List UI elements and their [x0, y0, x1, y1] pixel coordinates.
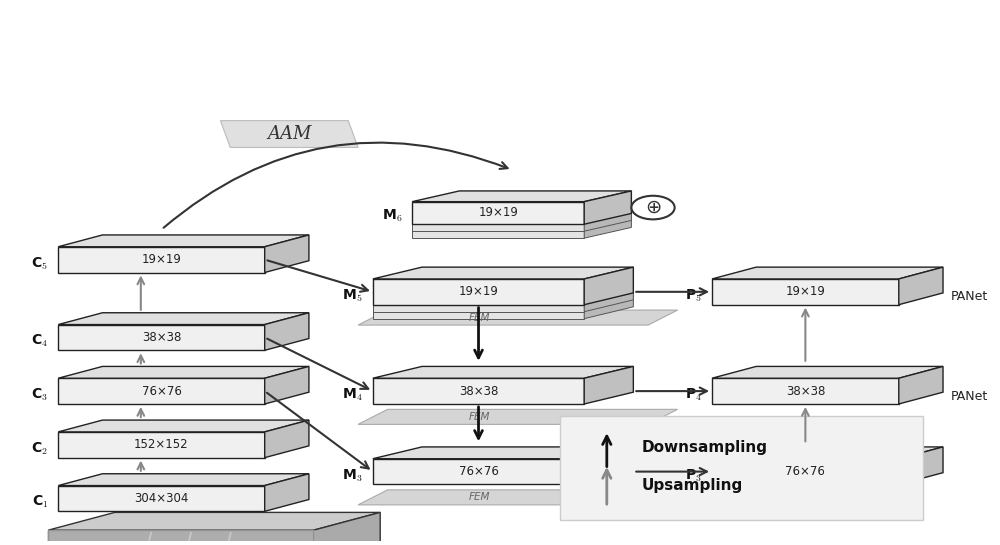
Polygon shape: [584, 281, 633, 319]
Polygon shape: [584, 205, 631, 238]
FancyBboxPatch shape: [560, 416, 923, 520]
Polygon shape: [58, 325, 265, 350]
Polygon shape: [712, 447, 943, 459]
Text: FEM: FEM: [469, 313, 491, 323]
Text: C$_3$: C$_3$: [31, 387, 48, 403]
Text: 19×19: 19×19: [785, 286, 825, 298]
Polygon shape: [373, 447, 633, 459]
Polygon shape: [58, 432, 265, 458]
Polygon shape: [265, 235, 309, 272]
Text: 304×304: 304×304: [134, 492, 189, 505]
Text: AAM: AAM: [267, 125, 311, 143]
Text: FEM: FEM: [469, 492, 491, 502]
Polygon shape: [412, 191, 631, 202]
Polygon shape: [712, 366, 943, 378]
Polygon shape: [58, 486, 265, 511]
Text: C$_2$: C$_2$: [31, 440, 48, 457]
Text: M$_3$: M$_3$: [342, 467, 363, 483]
Polygon shape: [373, 274, 633, 286]
Polygon shape: [58, 474, 309, 486]
Text: M$_4$: M$_4$: [342, 387, 363, 403]
Text: 19×19: 19×19: [459, 286, 498, 298]
Polygon shape: [584, 267, 633, 305]
Text: ⊕: ⊕: [645, 198, 661, 217]
Polygon shape: [584, 366, 633, 404]
Polygon shape: [58, 247, 265, 272]
Polygon shape: [712, 267, 943, 279]
Polygon shape: [58, 313, 309, 325]
Text: 19×19: 19×19: [142, 253, 181, 266]
Polygon shape: [58, 235, 309, 247]
Polygon shape: [358, 310, 678, 325]
Circle shape: [631, 196, 675, 220]
Polygon shape: [373, 267, 633, 279]
Text: M$_6$: M$_6$: [382, 208, 402, 225]
Polygon shape: [48, 530, 314, 545]
Text: C$_4$: C$_4$: [31, 333, 48, 349]
Text: 38×38: 38×38: [786, 385, 825, 398]
Polygon shape: [412, 205, 631, 216]
Polygon shape: [373, 286, 584, 312]
Polygon shape: [584, 447, 633, 485]
Polygon shape: [373, 279, 584, 305]
Text: 76×76: 76×76: [142, 385, 181, 398]
Polygon shape: [373, 281, 633, 293]
Text: 152×152: 152×152: [134, 438, 189, 451]
Polygon shape: [220, 120, 358, 148]
Text: Upsampling: Upsampling: [641, 478, 742, 493]
Text: P$_5$: P$_5$: [685, 288, 702, 304]
Polygon shape: [265, 420, 309, 458]
Polygon shape: [899, 366, 943, 404]
Text: P$_3$: P$_3$: [685, 467, 702, 483]
Polygon shape: [373, 378, 584, 404]
Text: 19×19: 19×19: [478, 207, 518, 220]
Polygon shape: [358, 490, 678, 505]
Polygon shape: [584, 274, 633, 312]
Polygon shape: [899, 447, 943, 485]
Polygon shape: [265, 313, 309, 350]
Polygon shape: [358, 409, 678, 425]
Polygon shape: [712, 279, 899, 305]
Polygon shape: [412, 209, 584, 231]
Text: 76×76: 76×76: [785, 465, 825, 478]
Text: PANet: PANet: [951, 390, 988, 403]
Polygon shape: [584, 191, 631, 224]
Polygon shape: [412, 198, 631, 209]
Polygon shape: [265, 366, 309, 404]
Text: 76×76: 76×76: [459, 465, 498, 478]
Polygon shape: [58, 378, 265, 404]
Polygon shape: [412, 202, 584, 224]
Polygon shape: [373, 459, 584, 485]
Text: FEM: FEM: [469, 412, 491, 422]
Polygon shape: [373, 293, 584, 319]
Polygon shape: [314, 512, 380, 545]
Polygon shape: [412, 216, 584, 238]
Text: P$_4$: P$_4$: [685, 387, 702, 403]
Polygon shape: [899, 267, 943, 305]
Text: C$_5$: C$_5$: [31, 255, 48, 271]
Polygon shape: [584, 198, 631, 231]
Polygon shape: [58, 366, 309, 378]
Polygon shape: [48, 512, 380, 530]
Text: M$_5$: M$_5$: [342, 288, 363, 304]
Text: 38×38: 38×38: [459, 385, 498, 398]
Polygon shape: [712, 378, 899, 404]
Text: PANet: PANet: [951, 290, 988, 304]
Text: 38×38: 38×38: [142, 331, 181, 344]
Text: Downsampling: Downsampling: [641, 440, 767, 456]
Polygon shape: [265, 474, 309, 511]
Polygon shape: [58, 420, 309, 432]
Polygon shape: [373, 366, 633, 378]
Polygon shape: [712, 459, 899, 485]
Text: C$_1$: C$_1$: [32, 494, 48, 511]
Polygon shape: [48, 530, 314, 545]
